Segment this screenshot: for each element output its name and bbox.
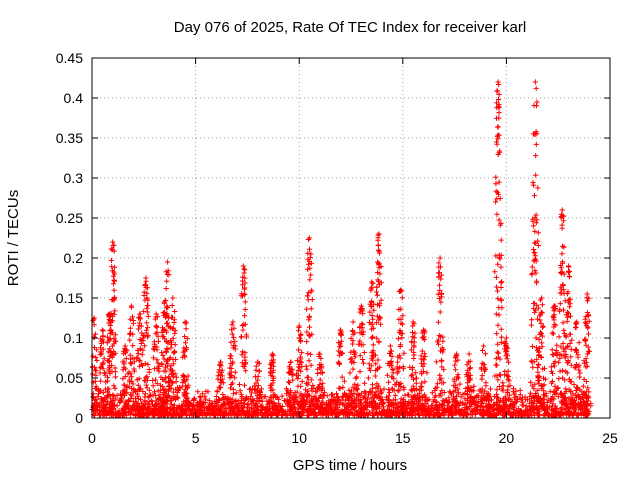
- plot-frame: [91, 57, 611, 419]
- x-tick-label: 25: [602, 430, 618, 446]
- y-tick-label: 0.4: [64, 90, 84, 106]
- y-tick-label: 0.45: [56, 50, 83, 66]
- tick-marks: [91, 57, 611, 419]
- y-tick-labels: 0 0.05 0.1 0.15 0.2 0.25 0.3 0.35 0.4 0.45: [56, 50, 83, 426]
- y-tick-label: 0.25: [56, 210, 83, 226]
- x-tick-label: 0: [88, 430, 96, 446]
- y-tick-label: 0: [75, 410, 83, 426]
- y-axis-title: ROTI / TECUs: [5, 190, 22, 286]
- chart-title: Day 076 of 2025, Rate Of TEC Index for r…: [174, 19, 526, 36]
- y-tick-label: 0.3: [64, 170, 84, 186]
- x-tick-label: 15: [395, 430, 411, 446]
- x-tick-labels: 0 5 10 15 20 25: [88, 430, 618, 446]
- x-axis-title: GPS time / hours: [293, 457, 407, 474]
- y-tick-label: 0.35: [56, 130, 83, 146]
- x-tick-label: 5: [192, 430, 200, 446]
- y-tick-label: 0.15: [56, 290, 83, 306]
- x-tick-label: 20: [499, 430, 515, 446]
- y-tick-label: 0.1: [64, 330, 84, 346]
- x-tick-label: 10: [291, 430, 307, 446]
- y-tick-label: 0.05: [56, 370, 83, 386]
- data-points: [89, 79, 594, 419]
- y-tick-label: 0.2: [64, 250, 84, 266]
- roti-data-points: [89, 79, 594, 419]
